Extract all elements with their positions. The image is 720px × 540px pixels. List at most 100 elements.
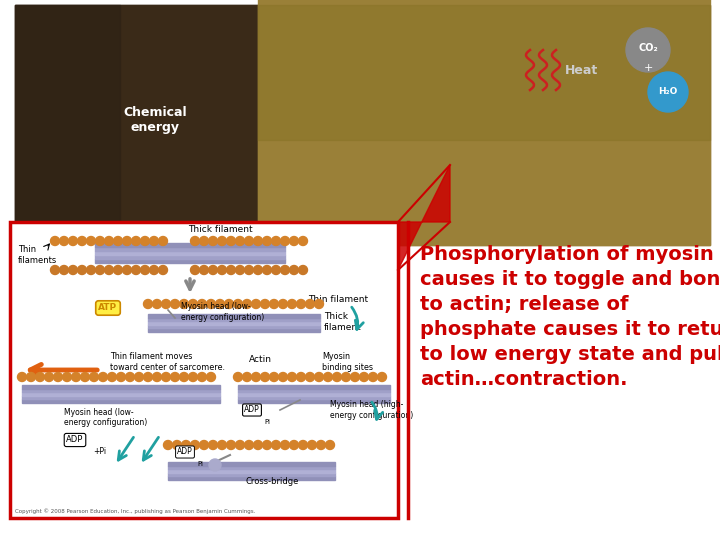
- Circle shape: [263, 237, 271, 246]
- Text: ADP: ADP: [66, 435, 84, 444]
- Circle shape: [143, 373, 153, 381]
- Bar: [95, 251, 285, 255]
- Circle shape: [78, 237, 86, 246]
- Circle shape: [253, 237, 263, 246]
- Circle shape: [233, 300, 243, 308]
- Circle shape: [132, 237, 140, 246]
- Circle shape: [171, 373, 179, 381]
- Text: Actin: Actin: [248, 355, 271, 364]
- Circle shape: [189, 373, 197, 381]
- Circle shape: [63, 373, 71, 381]
- Circle shape: [173, 441, 181, 449]
- Circle shape: [171, 300, 179, 308]
- Circle shape: [245, 441, 253, 449]
- Circle shape: [60, 266, 68, 274]
- Circle shape: [209, 459, 221, 471]
- Circle shape: [289, 441, 299, 449]
- Circle shape: [281, 441, 289, 449]
- Circle shape: [197, 300, 207, 308]
- Circle shape: [27, 373, 35, 381]
- Circle shape: [289, 237, 299, 246]
- Bar: [95, 243, 285, 247]
- Circle shape: [289, 266, 299, 274]
- Text: CO₂: CO₂: [638, 43, 658, 53]
- Circle shape: [132, 266, 140, 274]
- Circle shape: [107, 373, 117, 381]
- Circle shape: [235, 441, 245, 449]
- Circle shape: [71, 373, 81, 381]
- Circle shape: [81, 373, 89, 381]
- Text: Myosin head (low-
energy configuration): Myosin head (low- energy configuration): [64, 408, 148, 427]
- Text: ADP: ADP: [177, 448, 193, 456]
- Circle shape: [99, 373, 107, 381]
- Circle shape: [377, 373, 387, 381]
- Circle shape: [297, 300, 305, 308]
- Circle shape: [215, 300, 225, 308]
- Bar: [238, 396, 390, 400]
- Circle shape: [323, 373, 333, 381]
- Text: Chemical
energy: Chemical energy: [123, 106, 186, 134]
- Text: Thick filament: Thick filament: [188, 225, 252, 234]
- Bar: [15, 5, 258, 245]
- Bar: [22, 392, 220, 396]
- Circle shape: [243, 373, 251, 381]
- Text: Heat: Heat: [565, 64, 598, 77]
- Text: Thin filament moves
toward center of sarcomere.: Thin filament moves toward center of sar…: [110, 352, 225, 372]
- Circle shape: [150, 266, 158, 274]
- Circle shape: [315, 373, 323, 381]
- Circle shape: [305, 300, 315, 308]
- Circle shape: [233, 373, 243, 381]
- Bar: [22, 396, 220, 400]
- Circle shape: [217, 441, 227, 449]
- Circle shape: [227, 441, 235, 449]
- Circle shape: [140, 266, 150, 274]
- Circle shape: [163, 441, 173, 449]
- Circle shape: [125, 373, 135, 381]
- Text: Thin
filaments: Thin filaments: [18, 245, 58, 265]
- Text: Pi: Pi: [197, 461, 203, 467]
- Circle shape: [86, 266, 96, 274]
- Circle shape: [45, 373, 53, 381]
- Circle shape: [189, 300, 197, 308]
- Bar: [148, 314, 320, 318]
- Bar: [148, 325, 320, 328]
- Circle shape: [199, 441, 209, 449]
- Circle shape: [89, 373, 99, 381]
- Bar: [148, 321, 320, 325]
- Circle shape: [191, 266, 199, 274]
- Bar: [168, 476, 335, 480]
- Text: Myosin head (high-
energy configuration): Myosin head (high- energy configuration): [330, 400, 413, 420]
- Bar: [148, 328, 320, 332]
- Circle shape: [122, 266, 132, 274]
- Circle shape: [153, 300, 161, 308]
- Bar: [238, 392, 390, 396]
- Circle shape: [243, 300, 251, 308]
- Bar: [168, 469, 335, 473]
- Circle shape: [626, 28, 670, 72]
- Text: H₂O: H₂O: [658, 87, 678, 97]
- Bar: [168, 462, 335, 465]
- Circle shape: [307, 441, 317, 449]
- Circle shape: [299, 237, 307, 246]
- Circle shape: [263, 441, 271, 449]
- Circle shape: [179, 300, 189, 308]
- Circle shape: [253, 266, 263, 274]
- Circle shape: [153, 373, 161, 381]
- Text: Myosin
binding sites: Myosin binding sites: [322, 352, 373, 372]
- Circle shape: [269, 300, 279, 308]
- Circle shape: [104, 266, 114, 274]
- Circle shape: [181, 441, 191, 449]
- Circle shape: [17, 373, 27, 381]
- Circle shape: [96, 237, 104, 246]
- Circle shape: [369, 373, 377, 381]
- Circle shape: [150, 237, 158, 246]
- Circle shape: [341, 373, 351, 381]
- Bar: [168, 473, 335, 476]
- Circle shape: [648, 72, 688, 112]
- Circle shape: [325, 441, 335, 449]
- Circle shape: [199, 266, 209, 274]
- Bar: [22, 400, 220, 403]
- Circle shape: [351, 373, 359, 381]
- Polygon shape: [398, 165, 450, 270]
- Circle shape: [35, 373, 45, 381]
